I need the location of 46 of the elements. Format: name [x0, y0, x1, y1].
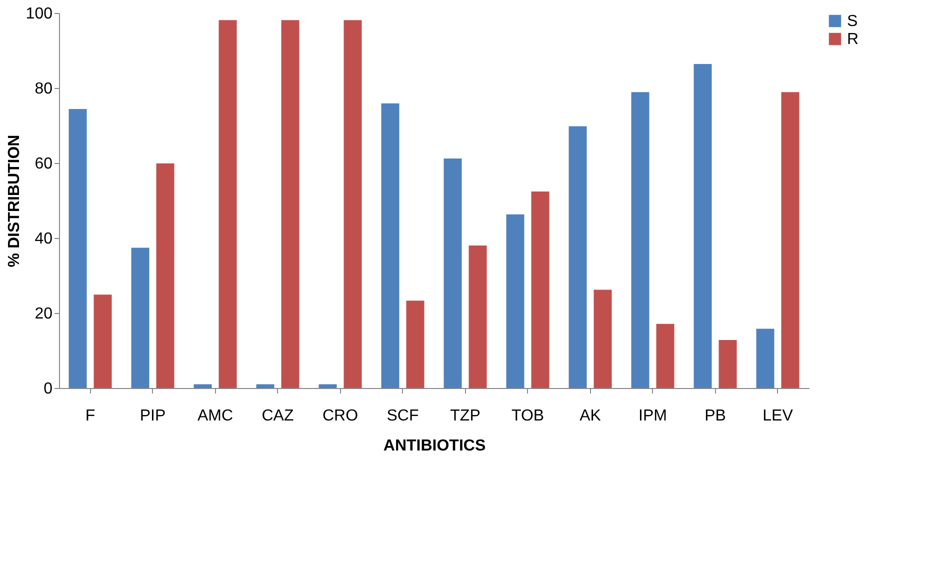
bar: [631, 92, 650, 388]
bar: [94, 294, 112, 388]
bar: [194, 384, 212, 388]
bar: [656, 324, 674, 388]
x-tick-label: AMC: [197, 408, 234, 424]
x-tick-label: IPM: [638, 408, 667, 424]
bar: [531, 192, 550, 388]
legend-label: R: [847, 31, 859, 48]
x-tick-label: PB: [704, 408, 726, 424]
bar: [406, 300, 424, 388]
x-tick-label: PIP: [140, 408, 166, 424]
bar: [594, 290, 612, 388]
x-tick-label: SCF: [386, 408, 419, 424]
bar: [781, 92, 800, 388]
y-tick-label: 80: [34, 80, 53, 98]
bar: [131, 248, 150, 388]
bar: [694, 64, 712, 388]
bar: [344, 20, 362, 388]
bar: [68, 109, 87, 388]
bar: [256, 384, 274, 388]
bar: [318, 384, 337, 388]
bar: [506, 214, 524, 388]
bar: [468, 246, 487, 388]
x-tick-label: CRO: [322, 408, 358, 424]
bar: [156, 163, 174, 388]
x-tick-label: AK: [580, 408, 602, 424]
y-tick-label: 100: [26, 6, 53, 22]
bar: [281, 20, 300, 388]
y-tick-label: 40: [34, 230, 53, 248]
bar: [718, 340, 737, 388]
y-tick-label: 0: [44, 380, 53, 398]
bar: [218, 20, 237, 388]
bar: [756, 328, 774, 388]
x-axis-title: ANTIBIOTICS: [383, 438, 486, 454]
bar: [381, 103, 400, 388]
x-tick-label: F: [85, 408, 96, 424]
y-tick-label: 60: [34, 156, 53, 172]
x-tick-label: LEV: [762, 408, 794, 424]
bar: [444, 158, 462, 388]
x-tick-label: TZP: [450, 408, 480, 424]
legend-label: S: [847, 13, 858, 30]
x-tick-label: CAZ: [262, 408, 294, 424]
y-axis-title: % DISTRIBUTION: [6, 134, 23, 268]
y-tick-label: 20: [34, 306, 53, 322]
x-tick-label: TOB: [511, 408, 544, 424]
bar: [568, 126, 587, 388]
